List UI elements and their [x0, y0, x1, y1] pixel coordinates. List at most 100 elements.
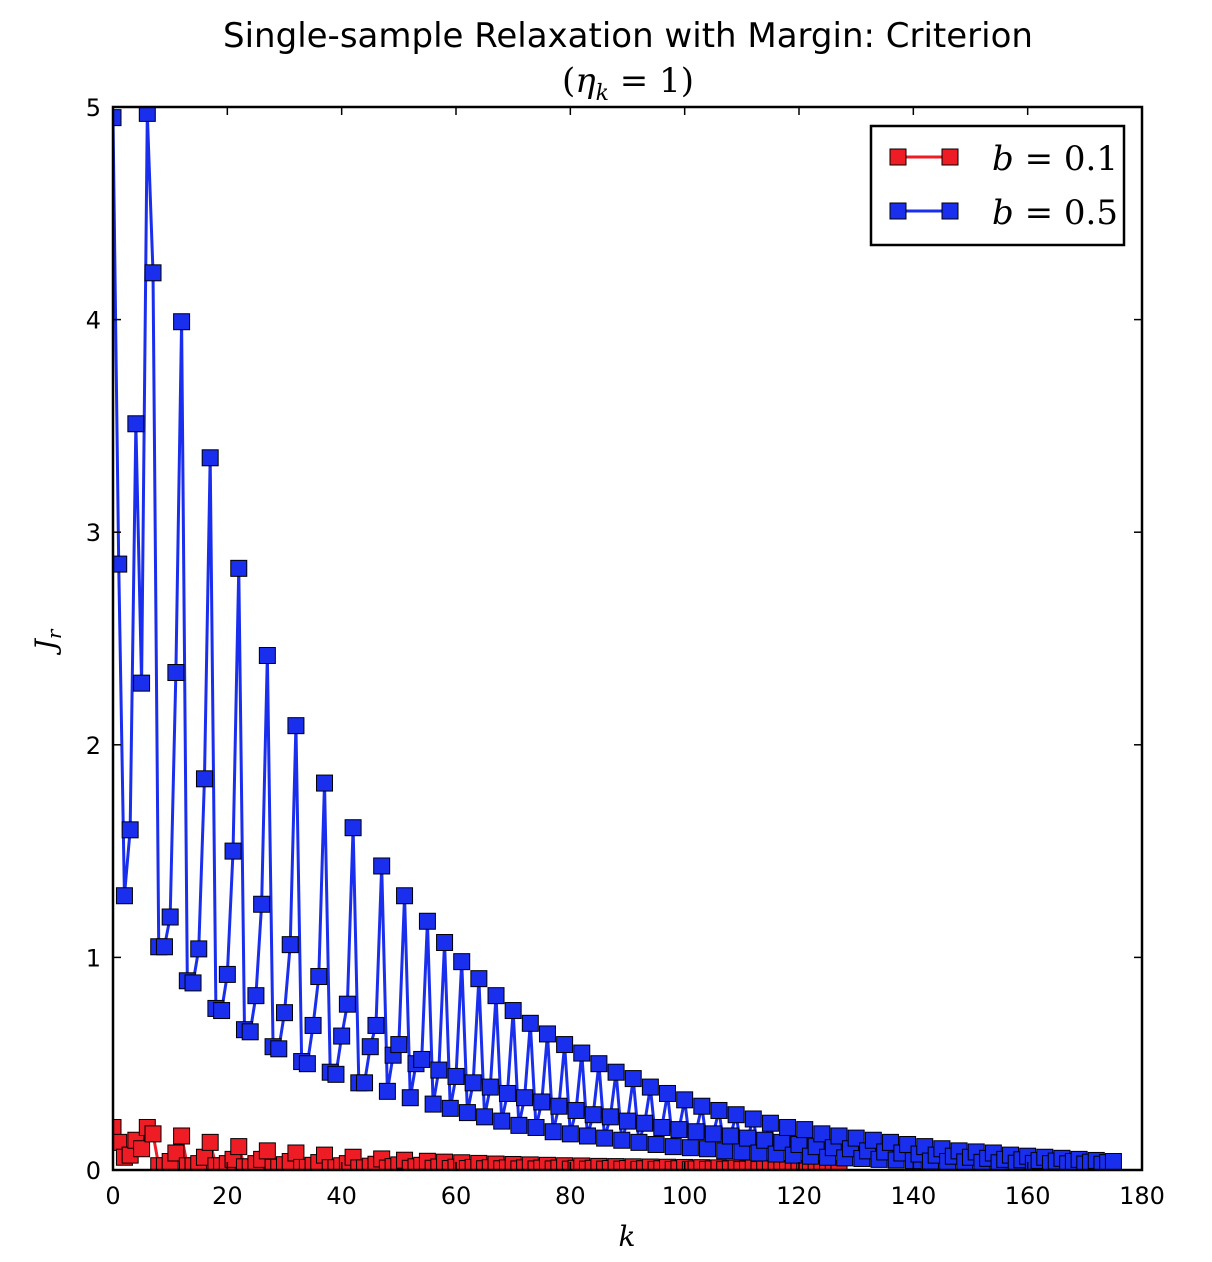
- data-point: [510, 1116, 528, 1134]
- plot-area: [113, 107, 1122, 1170]
- data-point: [693, 1097, 711, 1115]
- x-tick-label: 80: [555, 1182, 586, 1210]
- y-tick-label: 2: [86, 732, 101, 760]
- data-point: [538, 1025, 556, 1043]
- x-tick-label: 0: [105, 1182, 120, 1210]
- data-point: [304, 1016, 322, 1034]
- x-tick-label: 120: [776, 1182, 822, 1210]
- data-point: [327, 1065, 345, 1083]
- data-point: [344, 819, 362, 837]
- y-tick-label: 5: [86, 94, 101, 122]
- x-tick-label: 20: [212, 1182, 243, 1210]
- data-point: [201, 449, 219, 467]
- data-point: [721, 1127, 739, 1145]
- x-tick-label: 160: [1005, 1182, 1051, 1210]
- data-point: [727, 1106, 745, 1124]
- data-point: [441, 1099, 459, 1117]
- chart-subtitle: (ηk = 1): [562, 61, 694, 106]
- data-point: [338, 995, 356, 1013]
- data-point: [464, 1074, 482, 1092]
- data-point: [607, 1063, 625, 1081]
- data-point: [253, 895, 271, 913]
- x-tick-label: 60: [441, 1182, 472, 1210]
- data-point: [676, 1091, 694, 1109]
- chart-title: Single-sample Relaxation with Margin: Cr…: [223, 16, 1033, 56]
- data-point: [641, 1078, 659, 1096]
- data-point: [624, 1070, 642, 1088]
- data-point: [681, 1139, 699, 1157]
- data-point: [578, 1127, 596, 1145]
- data-point: [619, 1112, 636, 1130]
- data-point: [167, 664, 185, 682]
- data-point: [447, 1067, 465, 1085]
- data-point: [155, 938, 173, 956]
- data-point: [121, 821, 139, 839]
- data-point: [287, 1144, 305, 1162]
- data-point: [516, 1089, 534, 1107]
- data-point: [458, 1104, 476, 1122]
- data-point: [436, 934, 454, 952]
- data-point: [544, 1123, 562, 1141]
- data-point: [561, 1125, 579, 1143]
- y-tick-label: 4: [86, 307, 101, 335]
- data-point: [361, 1038, 379, 1056]
- data-point: [756, 1131, 774, 1149]
- data-point: [144, 1125, 162, 1143]
- data-point: [493, 1112, 511, 1130]
- data-point: [590, 1055, 608, 1073]
- data-point: [430, 1061, 448, 1079]
- data-point: [258, 647, 276, 665]
- data-point: [190, 940, 208, 958]
- legend-marker-blue: [889, 202, 907, 220]
- data-point: [687, 1123, 705, 1141]
- data-point: [487, 987, 505, 1005]
- series-b-0-1: [113, 1118, 848, 1170]
- x-tick-label: 180: [1119, 1182, 1165, 1210]
- data-point: [761, 1114, 779, 1132]
- data-point: [779, 1118, 797, 1136]
- data-point: [413, 1050, 431, 1068]
- data-point: [133, 1140, 151, 1158]
- data-point: [113, 109, 122, 127]
- data-point: [470, 970, 488, 988]
- data-point: [390, 1036, 408, 1054]
- legend-marker-red: [941, 148, 959, 166]
- data-point: [504, 1002, 522, 1020]
- data-point: [173, 1127, 191, 1145]
- data-point: [636, 1114, 654, 1132]
- data-point: [230, 559, 248, 577]
- data-point: [298, 1055, 316, 1073]
- data-point: [476, 1108, 494, 1126]
- x-tick-label: 40: [326, 1182, 357, 1210]
- data-point: [601, 1108, 619, 1126]
- data-point: [258, 1142, 276, 1160]
- data-point: [247, 987, 265, 1005]
- data-point: [184, 974, 202, 992]
- data-point: [847, 1129, 865, 1147]
- data-point: [173, 313, 191, 331]
- legend-marker-red: [889, 148, 907, 166]
- data-point: [659, 1084, 677, 1102]
- data-point: [396, 887, 414, 905]
- data-point: [310, 968, 328, 986]
- data-point: [333, 1027, 351, 1045]
- data-point: [521, 1014, 539, 1032]
- data-point: [113, 1118, 122, 1136]
- data-point: [356, 1074, 374, 1092]
- data-point: [550, 1097, 568, 1115]
- data-point: [144, 264, 162, 282]
- data-point: [133, 674, 151, 692]
- data-point: [113, 555, 128, 573]
- data-point: [167, 1144, 185, 1162]
- legend-label-b05: b = 0.5: [992, 193, 1118, 233]
- data-point: [533, 1093, 551, 1111]
- data-point: [573, 1044, 591, 1062]
- axes-frame: [111, 105, 1144, 1172]
- data-point: [596, 1129, 614, 1147]
- data-point: [744, 1110, 762, 1128]
- data-point: [498, 1084, 516, 1102]
- data-point: [796, 1121, 814, 1139]
- y-tick-label: 3: [86, 519, 101, 547]
- data-point: [664, 1138, 682, 1156]
